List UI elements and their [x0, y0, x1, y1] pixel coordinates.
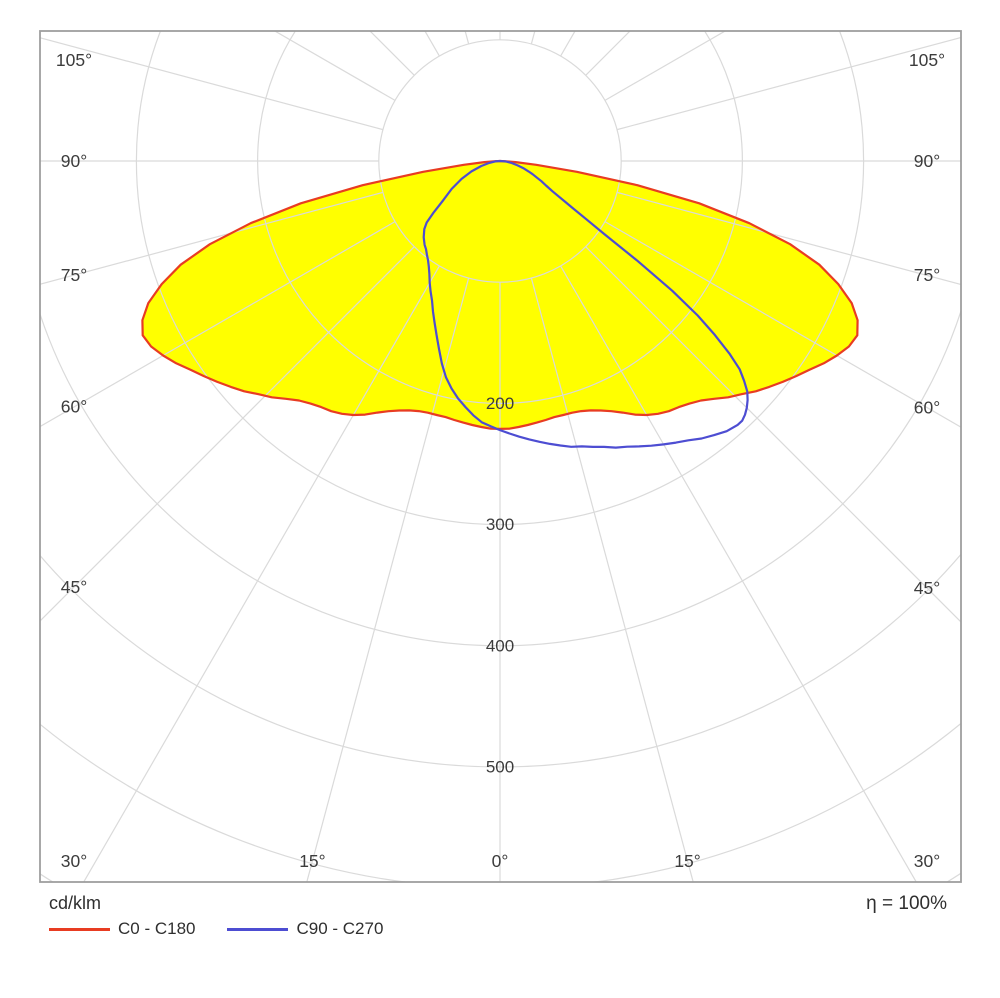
svg-text:45°: 45° [914, 578, 940, 598]
legend-entries: C0 - C180 C90 - C270 [49, 919, 383, 939]
legend-line-swatch [49, 927, 110, 931]
units-label: cd/klm [49, 893, 102, 913]
angle-labels: 0° 15° 15° 30° 30° 45° 45° 60° 60° 75° 75° 90° 90° 10… [56, 50, 945, 871]
svg-text:15°: 15° [674, 851, 700, 871]
legend-entry-label: C90 - C270 [296, 919, 384, 938]
svg-text:60°: 60° [61, 397, 87, 417]
chart-footer: cd/klm C0 - C180 C90 - C270 η = 100% [49, 893, 947, 939]
svg-text:60°: 60° [914, 397, 940, 417]
svg-text:500: 500 [486, 758, 514, 777]
svg-text:300: 300 [486, 515, 514, 534]
svg-text:90°: 90° [61, 151, 87, 171]
svg-text:15°: 15° [299, 851, 325, 871]
svg-text:400: 400 [486, 636, 514, 655]
svg-text:30°: 30° [914, 851, 940, 871]
legend-entry-c90-c270: C90 - C270 [227, 919, 383, 939]
plot-border [39, 30, 962, 883]
legend-line-swatch [227, 927, 289, 931]
efficiency-label: η = 100% [866, 893, 947, 914]
svg-text:0°: 0° [492, 851, 509, 871]
svg-text:75°: 75° [914, 265, 940, 285]
svg-text:105°: 105° [909, 50, 945, 70]
legend-block: cd/klm C0 - C180 C90 - C270 [49, 893, 383, 939]
curve-c90-c270 [422, 159, 749, 449]
svg-text:200: 200 [486, 394, 514, 413]
ring-labels: 200 300 400 500 [486, 394, 514, 777]
svg-text:45°: 45° [61, 577, 87, 597]
legend-entry-c0-c180: C0 - C180 [49, 919, 195, 939]
svg-text:30°: 30° [61, 851, 87, 871]
svg-text:90°: 90° [914, 151, 940, 171]
curve-c0-c180 [141, 159, 859, 430]
legend-entry-label: C0 - C180 [118, 919, 196, 938]
svg-text:75°: 75° [61, 265, 87, 285]
svg-text:105°: 105° [56, 50, 92, 70]
